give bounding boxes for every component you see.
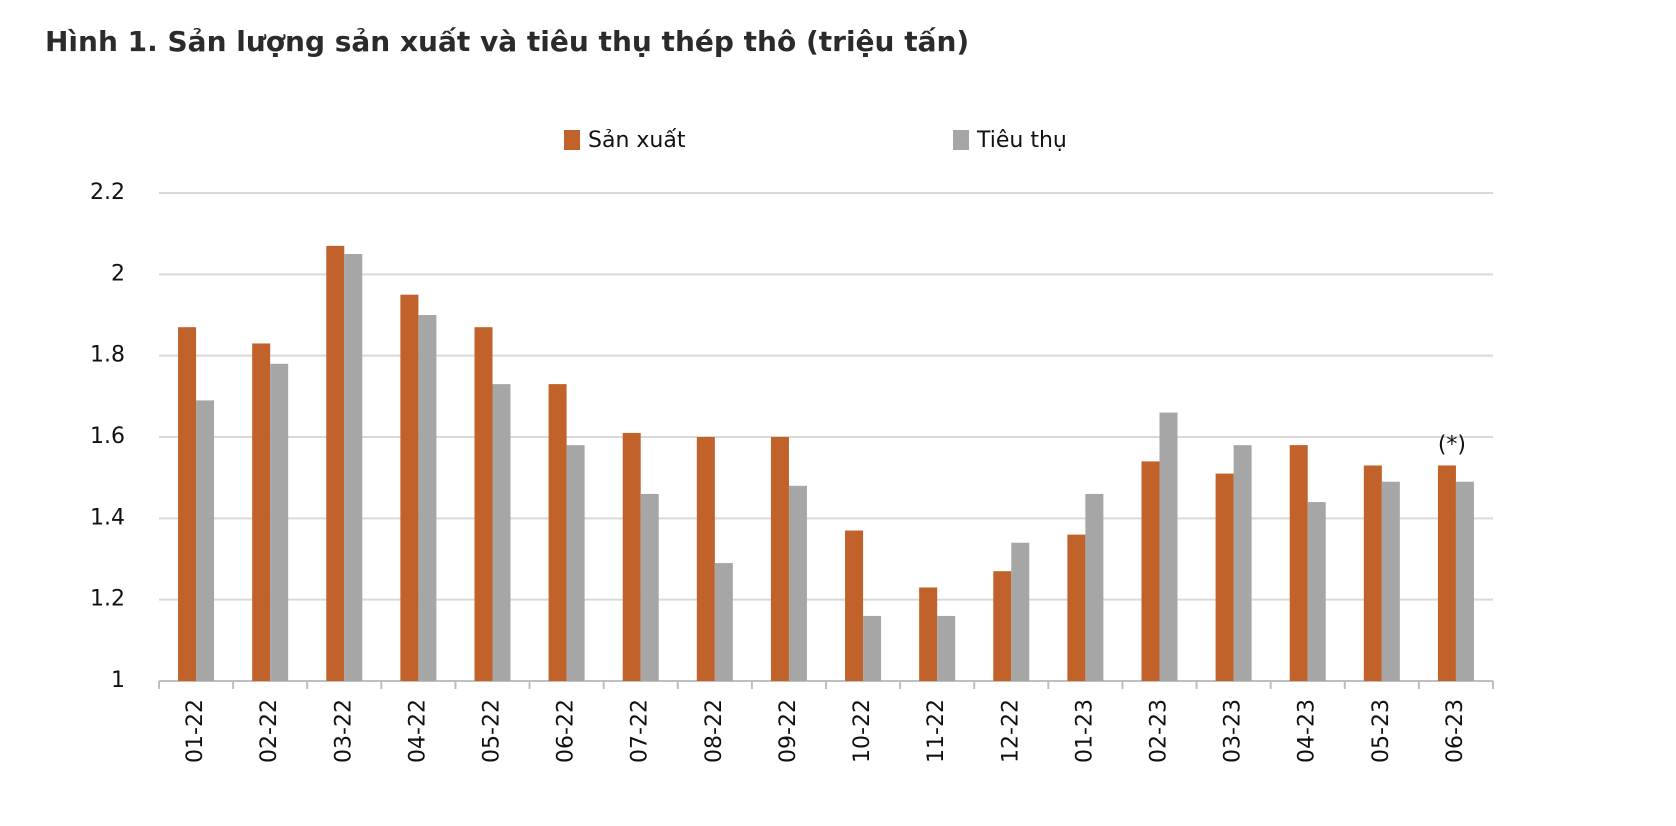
y-tick-label: 1.6 xyxy=(90,424,125,449)
x-tick-label: 08-22 xyxy=(702,699,727,763)
legend-swatch xyxy=(564,130,580,150)
y-tick-label: 1 xyxy=(111,668,125,693)
bar xyxy=(326,245,345,681)
bar xyxy=(1233,445,1252,681)
bar xyxy=(196,400,215,681)
x-tick-label: 02-22 xyxy=(257,699,282,763)
x-tick-label: 05-22 xyxy=(480,699,505,763)
bar xyxy=(937,615,956,681)
legend-label: Tiêu thụ xyxy=(976,128,1067,153)
bar xyxy=(993,571,1012,681)
bar xyxy=(344,254,363,681)
y-tick-label: 1.2 xyxy=(90,587,125,612)
bar xyxy=(788,485,807,681)
bar xyxy=(1289,445,1308,681)
legend-swatch xyxy=(953,130,969,150)
bar xyxy=(1455,481,1474,681)
bar xyxy=(1381,481,1400,681)
bar xyxy=(696,437,715,681)
bar xyxy=(863,615,882,681)
bar xyxy=(1159,412,1178,681)
bar xyxy=(1437,465,1456,681)
y-tick-label: 1.4 xyxy=(90,505,125,530)
x-tick-label: 02-23 xyxy=(1147,699,1172,763)
bar xyxy=(1067,534,1086,681)
x-tick-label: 03-22 xyxy=(331,699,356,763)
bar xyxy=(919,587,938,681)
x-tick-label: 11-22 xyxy=(924,699,949,763)
bar xyxy=(1307,502,1326,681)
bar xyxy=(1215,473,1234,681)
bar xyxy=(270,363,289,681)
x-tick-label: 05-23 xyxy=(1369,699,1394,763)
bar xyxy=(714,563,733,681)
bar xyxy=(474,327,493,681)
bar xyxy=(770,437,789,681)
bar xyxy=(1141,461,1160,681)
bar xyxy=(622,432,641,681)
bar xyxy=(566,445,585,681)
x-tick-label: 04-22 xyxy=(405,699,430,763)
x-tick-label: 06-22 xyxy=(554,699,579,763)
bar xyxy=(1011,542,1030,681)
chart-title: Hình 1. Sản lượng sản xuất và tiêu thụ t… xyxy=(45,25,969,58)
x-tick-label: 07-22 xyxy=(628,699,653,763)
x-tick-label: 01-22 xyxy=(183,699,208,763)
bar xyxy=(400,294,419,681)
bar xyxy=(640,493,659,681)
bar xyxy=(845,530,864,681)
bar xyxy=(418,315,437,681)
y-tick-label: 2.2 xyxy=(90,180,125,205)
annotation: (*) xyxy=(1438,432,1466,457)
bar xyxy=(492,384,511,681)
bar xyxy=(1085,493,1104,681)
bar xyxy=(252,343,271,681)
bar xyxy=(1363,465,1382,681)
x-tick-label: 04-23 xyxy=(1295,699,1320,763)
x-tick-label: 09-22 xyxy=(776,699,801,763)
y-tick-label: 1.8 xyxy=(90,343,125,368)
y-tick-label: 2 xyxy=(111,261,125,286)
x-tick-label: 01-23 xyxy=(1072,699,1097,763)
x-tick-label: 12-22 xyxy=(998,699,1023,763)
x-tick-label: 10-22 xyxy=(850,699,875,763)
legend-label: Sản xuất xyxy=(588,128,686,153)
x-tick-label: 03-23 xyxy=(1221,699,1246,763)
bar xyxy=(548,384,567,681)
bar xyxy=(178,327,197,681)
x-tick-label: 06-23 xyxy=(1443,699,1468,763)
